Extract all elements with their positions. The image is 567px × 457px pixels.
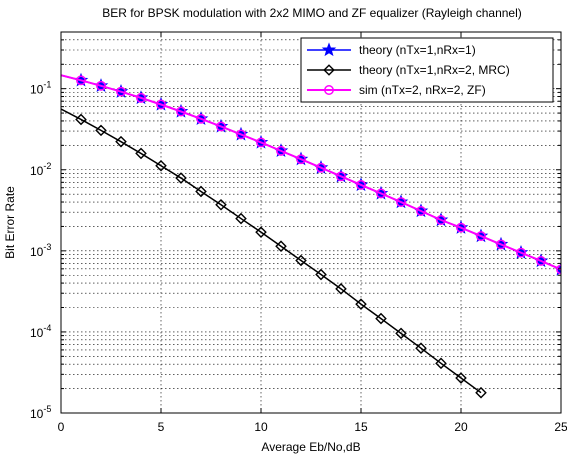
grid — [61, 31, 561, 414]
data-point-theory-mrc — [235, 212, 247, 225]
legend-label: sim (nTx=2, nRx=2, ZF) — [359, 83, 486, 97]
legend: theory (nTx=1,nRx=1) theory (nTx=1,nRx=2,… — [300, 37, 554, 103]
data-point-sim-zf — [496, 239, 506, 250]
data-point-sim-zf — [316, 162, 326, 173]
series-sim-zf — [61, 74, 561, 275]
data-point-theory-mrc — [375, 312, 387, 325]
data-point-theory-mrc — [315, 268, 327, 281]
plot-frame — [60, 31, 562, 414]
data-point-theory-mrc — [335, 283, 347, 295]
x-tick-label: 20 — [454, 420, 468, 434]
legend-label: theory (nTx=1,nRx=1) — [359, 43, 476, 57]
y-tick-exponent: -2 — [43, 161, 51, 171]
data-point-sim-zf — [356, 179, 366, 190]
x-axis-label: Average Eb/No,dB — [261, 440, 360, 454]
data-point-theory-mrc — [195, 185, 207, 198]
data-point-sim-zf — [216, 121, 226, 132]
data-point-sim-zf — [516, 247, 526, 258]
data-point-sim-zf — [416, 206, 426, 216]
data-point-sim-zf — [536, 256, 546, 266]
data-point-theory-mrc — [75, 113, 87, 126]
data-point-sim-zf — [276, 145, 286, 156]
data-point-theory-mrc — [455, 372, 467, 384]
data-point-theory-mrc — [355, 298, 367, 310]
data-point-theory-mrc — [295, 254, 307, 267]
data-point-sim-zf — [236, 129, 246, 140]
data-point-sim-zf — [76, 75, 86, 86]
data-point-sim-zf — [336, 171, 346, 182]
data-point-sim-zf — [136, 92, 146, 103]
legend-item-sim-zf: sim (nTx=2, nRx=2, ZF) — [307, 83, 486, 97]
series-line-theory-mrc — [61, 108, 482, 394]
data-point-sim-zf — [376, 188, 386, 199]
data-point-theory-mrc — [475, 386, 487, 399]
legend-marker — [321, 42, 337, 57]
y-tick-exponent: -4 — [43, 323, 51, 333]
y-tick-exponent: -1 — [43, 80, 51, 90]
chart-title: BER for BPSK modulation with 2x2 MIMO an… — [102, 6, 522, 20]
data-point-theory-mrc — [95, 124, 107, 137]
series-theory-mrc — [61, 108, 487, 399]
data-point-sim-zf — [176, 106, 186, 117]
x-tick-label: 5 — [158, 420, 165, 434]
data-point-sim-zf — [156, 99, 166, 110]
legend-marker — [324, 85, 334, 95]
legend-label: theory (nTx=1,nRx=2, MRC) — [359, 63, 510, 77]
data-point-theory-mrc — [215, 198, 227, 211]
data-point-theory-mrc — [255, 226, 267, 238]
series-layer — [61, 72, 561, 399]
legend-item-theory-siso: theory (nTx=1,nRx=1) — [307, 42, 476, 57]
data-point-theory-mrc — [395, 327, 407, 340]
data-point-theory-mrc — [415, 342, 427, 354]
data-point-sim-zf — [396, 197, 406, 207]
data-point-theory-mrc — [115, 135, 127, 148]
data-point-sim-zf — [116, 86, 126, 97]
x-tick-label: 0 — [58, 420, 65, 434]
data-point-sim-zf — [96, 80, 106, 91]
x-tick-label: 25 — [554, 420, 567, 434]
data-point-sim-zf — [196, 113, 206, 124]
data-point-theory-mrc — [435, 357, 447, 370]
data-point-theory-mrc — [175, 172, 187, 184]
legend-marker — [323, 64, 335, 76]
x-tick-label: 10 — [254, 420, 268, 434]
legend-item-theory-mrc: theory (nTx=1,nRx=2, MRC) — [307, 63, 510, 77]
y-tick-exponent: -3 — [43, 242, 51, 252]
data-point-theory-mrc — [275, 240, 287, 253]
data-point-sim-zf — [456, 222, 466, 233]
data-point-sim-zf — [296, 154, 306, 165]
data-point-sim-zf — [256, 137, 266, 148]
data-point-sim-zf — [476, 231, 486, 242]
y-tick-exponent: -5 — [43, 404, 51, 414]
data-point-theory-mrc — [135, 147, 147, 160]
y-axis-label: Bit Error Rate — [3, 186, 17, 259]
data-point-theory-mrc — [155, 159, 167, 172]
data-point-sim-zf — [436, 215, 446, 225]
x-tick-label: 15 — [354, 420, 368, 434]
